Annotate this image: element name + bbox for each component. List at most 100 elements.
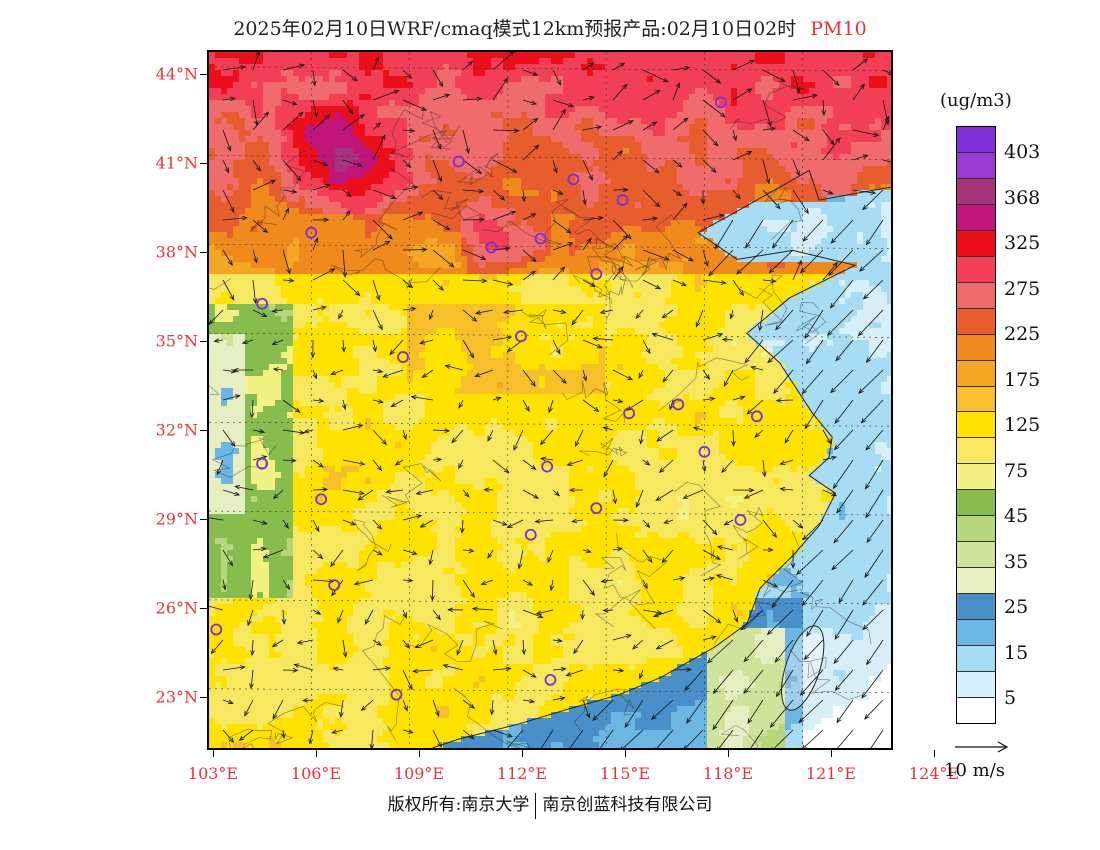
lon-label: 115°E: [599, 764, 651, 783]
city-marker-icon: [590, 268, 603, 281]
lon-label: 124°E: [908, 764, 960, 783]
footer-separator: [535, 792, 537, 819]
lat-label: 23°N: [155, 687, 198, 707]
lon-label: 103°E: [187, 764, 239, 783]
color-legend-bar: [956, 126, 996, 724]
legend-swatch: [957, 127, 995, 153]
city-marker-icon: [256, 457, 269, 470]
city-marker-icon: [590, 502, 603, 515]
city-marker-icon: [541, 460, 554, 473]
lat-tick: [200, 163, 208, 164]
lon-tick: [934, 750, 935, 757]
legend-label: 75: [1004, 459, 1029, 482]
lat-label: 38°N: [155, 242, 198, 262]
legend-swatch: [957, 360, 995, 387]
legend-swatch: [957, 282, 995, 309]
legend-swatch: [957, 178, 995, 205]
lat-label: 32°N: [155, 420, 198, 440]
product-label: PM10: [810, 18, 867, 40]
city-marker-icon: [452, 155, 465, 168]
city-marker-icon: [714, 96, 727, 109]
copyright-footer: 版权所有:南京大学 南京创蓝科技有限公司: [0, 790, 1100, 819]
lon-label: 106°E: [290, 764, 342, 783]
lat-tick: [200, 697, 208, 698]
legend-swatch: [957, 697, 995, 723]
legend-swatch: [957, 490, 995, 517]
city-marker-icon: [328, 579, 341, 592]
city-marker-icon: [567, 173, 580, 186]
lat-tick: [200, 252, 208, 253]
legend-swatch: [957, 646, 995, 673]
title-text: 2025年02月10日WRF/cmaq模式12km预报产品:02月10日02时: [233, 18, 797, 40]
province-boundaries: [209, 77, 872, 748]
wind-vectors: [209, 52, 891, 748]
legend-label: 5: [1004, 687, 1017, 709]
city-marker-icon: [397, 351, 409, 363]
lon-label: 109°E: [393, 764, 445, 783]
city-marker-icon: [616, 194, 629, 206]
legend-swatch: [957, 204, 995, 231]
lat-tick: [200, 430, 208, 431]
city-marker-icon: [390, 688, 403, 701]
city-marker-icon: [623, 407, 635, 420]
map-canvas: [209, 52, 891, 748]
lat-tick: [200, 608, 208, 609]
legend-swatch: [957, 386, 995, 413]
lat-label: 29°N: [155, 509, 198, 529]
lon-tick: [625, 750, 626, 757]
reference-vector-label: 10 m/s: [944, 760, 1005, 781]
city-marker-icon: [534, 232, 547, 245]
legend-swatch: [957, 672, 995, 698]
city-marker-icon: [544, 673, 557, 686]
lon-tick: [419, 750, 420, 757]
legend-swatch: [957, 620, 995, 647]
lon-label: 118°E: [702, 764, 754, 783]
lon-tick: [522, 750, 523, 757]
city-marker-icon: [734, 514, 747, 526]
lon-tick: [213, 750, 214, 757]
legend-label: 25: [1004, 596, 1029, 618]
lon-tick: [316, 750, 317, 757]
legend-swatch: [957, 334, 995, 361]
legend-swatch: [957, 230, 995, 257]
copyright-right: 南京创蓝科技有限公司: [542, 795, 713, 815]
city-marker-icon: [305, 226, 318, 239]
lat-label: 26°N: [155, 598, 198, 618]
legend-swatch: [957, 308, 995, 335]
legend-label: 125: [1004, 414, 1041, 436]
city-marker-icon: [750, 410, 763, 423]
legend-swatch: [957, 438, 995, 465]
legend-swatch: [957, 516, 995, 543]
legend-swatch: [957, 594, 995, 621]
legend-label: 45: [1004, 505, 1029, 527]
lon-tick: [831, 750, 832, 757]
pm10-forecast-map: [207, 50, 893, 750]
city-marker-icon: [315, 493, 328, 506]
legend-label: 403: [1004, 141, 1041, 163]
lat-tick: [200, 519, 208, 520]
city-marker-icon: [210, 623, 223, 636]
legend-label: 225: [1004, 323, 1041, 345]
legend-label: 368: [1004, 186, 1041, 209]
city-marker-icon: [672, 398, 685, 411]
coastline: [432, 169, 891, 748]
legend-label: 35: [1004, 550, 1029, 573]
city-marker-icon: [515, 330, 527, 343]
legend-label: 15: [1004, 641, 1029, 664]
legend-swatch: [957, 152, 995, 179]
city-markers: [210, 96, 763, 701]
reference-wind-arrow-icon: [955, 741, 1009, 753]
legend-swatch: [957, 542, 995, 569]
legend-unit: (ug/m3): [940, 90, 1012, 111]
city-marker-icon: [524, 528, 537, 541]
lon-tick: [728, 750, 729, 757]
lat-label: 35°N: [155, 331, 198, 351]
copyright-left: 版权所有:南京大学: [387, 795, 530, 815]
city-marker-icon: [256, 297, 269, 310]
pm10-field: [209, 52, 891, 748]
legend-label: 275: [1004, 277, 1041, 300]
city-marker-icon: [485, 241, 498, 254]
legend-label: 325: [1004, 232, 1041, 254]
legend-swatch: [957, 256, 995, 283]
legend-swatch: [957, 568, 995, 595]
